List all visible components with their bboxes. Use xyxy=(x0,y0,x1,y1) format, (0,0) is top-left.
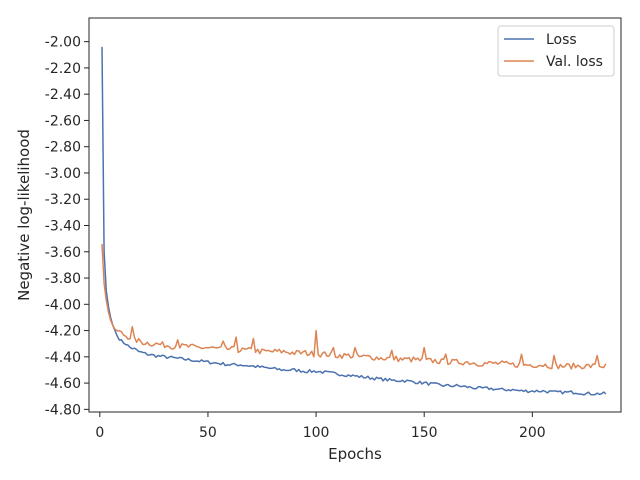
plot-background xyxy=(89,18,621,412)
y-tick-label: -4.40 xyxy=(45,350,81,366)
legend-label: Loss xyxy=(546,32,577,48)
y-tick-label: -3.60 xyxy=(45,245,81,261)
x-tick-label: 200 xyxy=(519,425,546,441)
legend: Loss Val. loss xyxy=(497,25,615,77)
series-line-loss xyxy=(101,46,607,396)
x-tick-label: 0 xyxy=(95,425,104,441)
x-tick-label: 100 xyxy=(303,425,330,441)
y-tick-label: -3.00 xyxy=(45,166,81,182)
series-line-val-loss xyxy=(101,243,607,370)
x-tick-label: 150 xyxy=(411,425,438,441)
y-tick-label: -4.60 xyxy=(45,376,81,392)
y-tick-label: -2.20 xyxy=(45,61,81,77)
axes-layer: 0 50 100 150 200 -2.00 -2.20 -2.40 -2.60 -2.80 -3.… xyxy=(45,17,622,441)
y-tick-label: -2.00 xyxy=(45,35,81,51)
y-tick-label: -4.00 xyxy=(45,297,81,313)
y-tick-label: -2.80 xyxy=(45,140,81,156)
plot-area xyxy=(89,18,621,412)
legend-label: Val. loss xyxy=(546,54,603,70)
y-tick-label: -3.20 xyxy=(45,192,81,208)
x-tick-label: 50 xyxy=(199,425,217,441)
y-tick-label: -3.80 xyxy=(45,271,81,287)
y-axis-label: Negative log-likelihood xyxy=(15,129,33,301)
x-axis-label: Epochs xyxy=(328,445,382,463)
y-tick-label: -4.20 xyxy=(45,324,81,340)
y-tick-label: -2.40 xyxy=(45,87,81,103)
y-tick-label: -2.60 xyxy=(45,113,81,129)
axes-frame xyxy=(88,17,622,413)
y-tick-label: -4.80 xyxy=(45,402,81,418)
series-layer xyxy=(101,46,607,396)
y-tick-label: -3.40 xyxy=(45,219,81,235)
